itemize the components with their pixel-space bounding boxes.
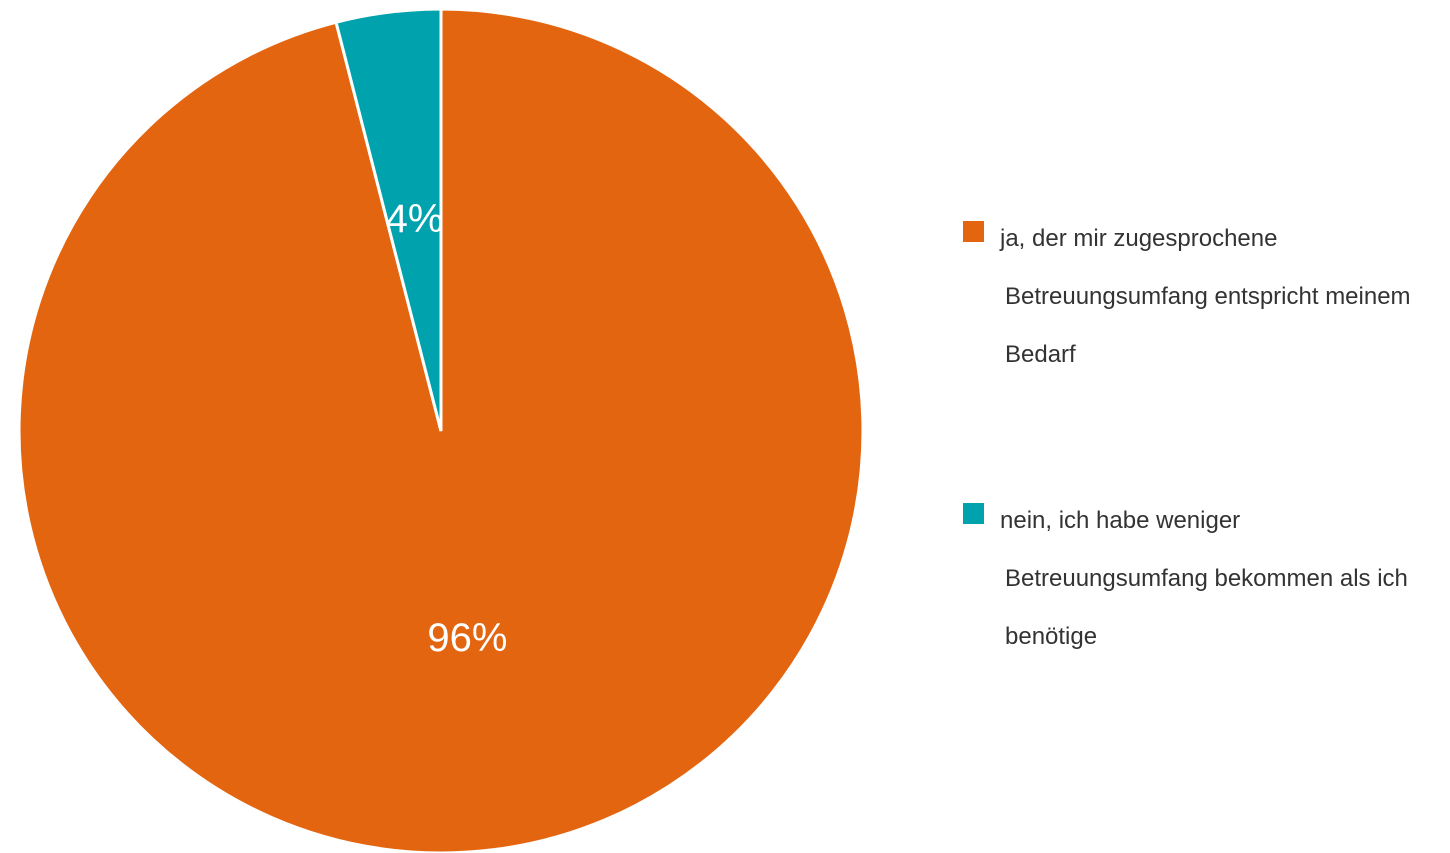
legend-swatch xyxy=(963,221,984,242)
pie-slice xyxy=(334,7,443,432)
legend-entry: ja, der mir zugesprochene Betreuungsumfa… xyxy=(963,210,1443,384)
legend-entry: nein, ich habe weniger Betreuungsumfang … xyxy=(963,492,1443,666)
legend-label: nein, ich habe weniger Betreuungsumfang … xyxy=(1000,507,1408,650)
legend: ja, der mir zugesprochene Betreuungsumfa… xyxy=(963,221,1443,786)
pie-chart: 96% 4% xyxy=(17,7,865,853)
slice-label: 96% xyxy=(427,616,507,660)
slice-label: 4% xyxy=(386,197,444,241)
legend-swatch xyxy=(963,503,984,524)
legend-label: ja, der mir zugesprochene Betreuungsumfa… xyxy=(1000,225,1411,368)
